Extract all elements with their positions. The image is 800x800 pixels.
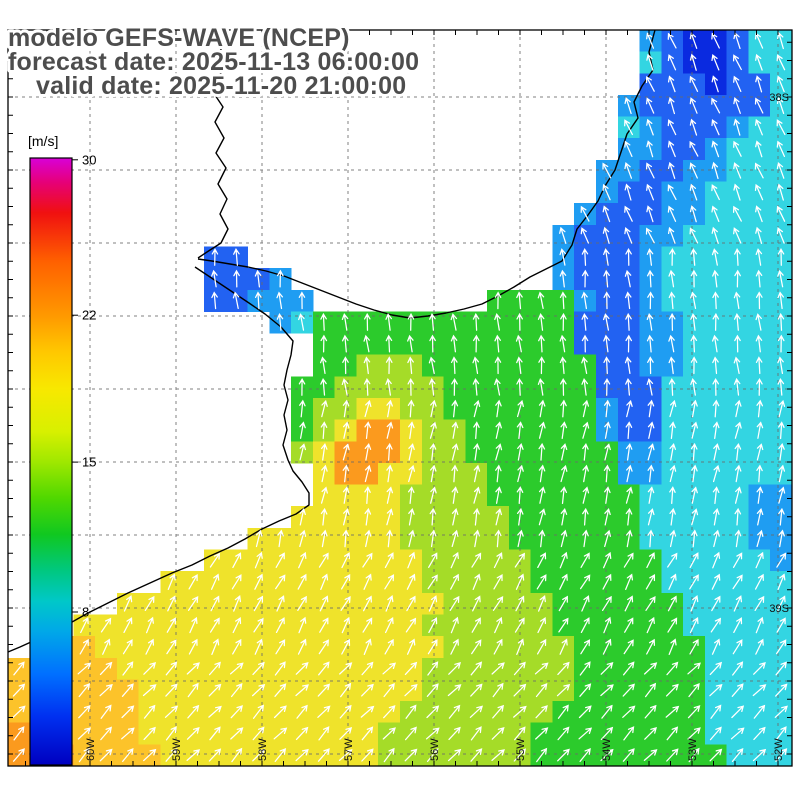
chart-title: modelo GEFS-WAVE (NCEP) [8,24,350,52]
wind-arrows-layer [12,31,788,763]
coastline-layer [7,29,656,653]
forecast-date-label: forecast date: 2025-11-13 06:00:00 [8,48,419,76]
lat-label: 38S [769,92,789,104]
lon-label: 58W [257,738,269,761]
colorbar-unit-label: [m/s] [28,133,58,149]
title-block: modelo GEFS-WAVE (NCEP) forecast date: 2… [5,21,422,103]
colorbar-tick-label: 30 [82,152,96,167]
coastline-main [197,29,656,319]
map-border [7,29,793,767]
lat-label: 39S [769,603,789,615]
coastline-south [7,266,310,653]
lon-label: 55W [515,738,527,761]
colorbar-tick-label: 22 [82,308,96,323]
colorbar-tick-label: 8 [82,605,89,620]
river-border [197,29,229,259]
colorbar-gradient [29,157,73,766]
colorbar: [m/s] 30 22 15 8 [28,133,96,766]
lon-label: 54W [601,738,613,761]
axis-labels-layer: 60W 59W 58W 57W 56W 55W 54W 53W 52W 38S 39S [85,92,789,761]
lon-label: 53W [687,738,699,761]
lon-label: 60W [85,738,97,761]
colorbar-tick-label: 15 [82,455,96,470]
lon-label: 52W [773,738,785,761]
lon-label: 57W [343,738,355,761]
lon-label: 59W [171,738,183,761]
wind-direction-arrows [12,31,788,763]
valid-date-label: valid date: 2025-11-20 21:00:00 [36,72,406,100]
map-frame [7,29,793,767]
axis-minor-ticks [8,30,792,766]
lon-label: 56W [429,738,441,761]
